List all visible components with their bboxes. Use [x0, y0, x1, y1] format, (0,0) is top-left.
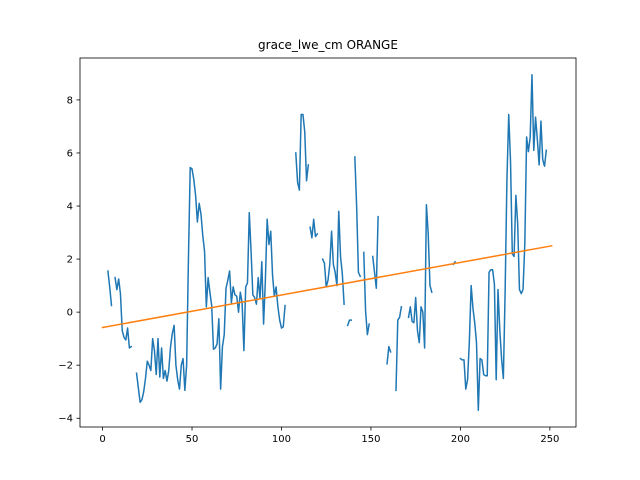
- y-tick-label: −4: [58, 414, 73, 425]
- series-line-segment: [107, 270, 113, 307]
- series-line-segment: [114, 276, 133, 349]
- trend-line: [101, 244, 553, 329]
- y-tick-label: 6: [67, 148, 73, 159]
- series-line-segment: [309, 218, 319, 239]
- plot-frame: [79, 57, 577, 428]
- x-tick-label: 250: [540, 434, 559, 445]
- x-tick-label: 100: [272, 434, 291, 445]
- x-tick-label: 150: [361, 434, 380, 445]
- series-layer: [101, 73, 553, 412]
- series-line-segment: [346, 319, 353, 327]
- series-line-segment: [459, 73, 548, 412]
- series-line-segment: [386, 345, 392, 365]
- series-line-segment: [395, 305, 403, 392]
- y-tick-label: 4: [67, 202, 73, 213]
- ticks-layer: 0 50 100 150 200 250 −4 −2 0 2 4 6 8: [58, 95, 559, 445]
- x-tick-label: 200: [451, 434, 470, 445]
- y-tick-label: −2: [58, 361, 73, 372]
- y-tick-label: 0: [67, 308, 73, 319]
- x-tick-label: 0: [99, 434, 105, 445]
- series-line-segment: [354, 156, 362, 278]
- series-line-segment: [363, 251, 371, 336]
- chart-title: grace_lwe_cm ORANGE: [258, 38, 398, 52]
- series-line-segment: [371, 215, 379, 290]
- series-line-segment: [407, 203, 433, 349]
- y-tick-label: 8: [67, 95, 73, 106]
- y-tick-label: 2: [67, 255, 73, 266]
- x-tick-label: 50: [186, 434, 199, 445]
- series-line-segment: [135, 166, 286, 404]
- series-line-segment: [294, 113, 310, 191]
